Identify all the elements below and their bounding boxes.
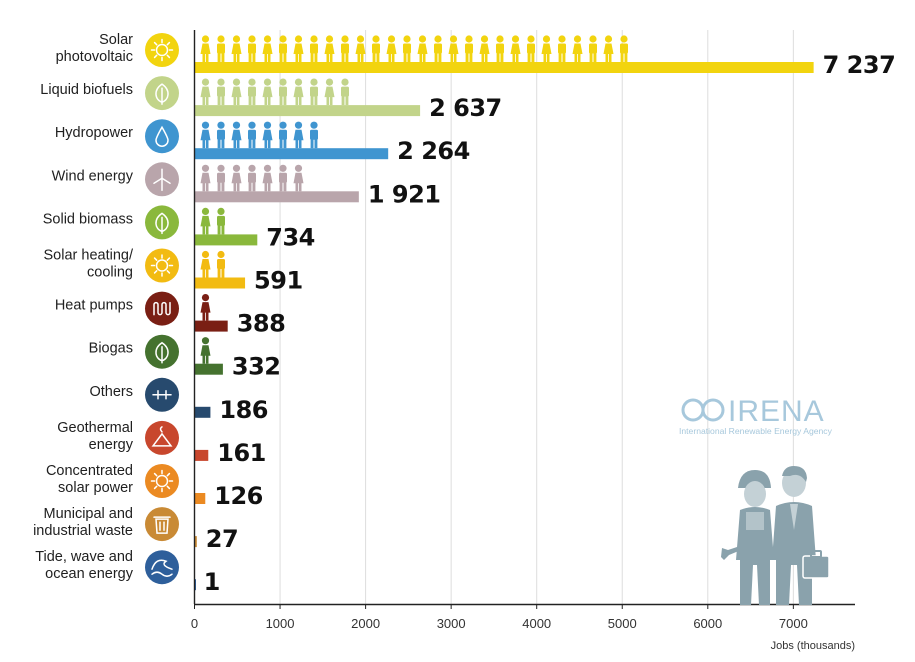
category-label: Municipal and bbox=[44, 506, 133, 522]
category-label: Hydropower bbox=[55, 125, 133, 141]
bar bbox=[194, 493, 206, 504]
wave-icon bbox=[145, 550, 179, 585]
bar-pictogram bbox=[200, 164, 315, 192]
value-label: 7 237 bbox=[823, 51, 896, 79]
x-tick-label: 0 bbox=[191, 616, 198, 631]
value-label: 388 bbox=[237, 310, 286, 338]
category-label: cooling bbox=[87, 265, 133, 281]
woman-worker-figure bbox=[721, 470, 774, 605]
bar bbox=[194, 449, 209, 461]
bar-pictogram bbox=[200, 337, 220, 364]
category-label: Liquid biofuels bbox=[40, 82, 133, 98]
value-label: 2 264 bbox=[397, 137, 470, 165]
category-label: Heat pumps bbox=[55, 298, 133, 314]
plus-minus-icon bbox=[145, 377, 179, 412]
wind-turbine-icon bbox=[145, 162, 179, 197]
bar bbox=[194, 320, 228, 332]
value-label: 1 921 bbox=[368, 180, 441, 208]
bar-pictogram bbox=[200, 35, 639, 62]
bars bbox=[194, 35, 814, 591]
axes: Jobs (thousands) 0 1000 2000 3000 4000 5000 60… bbox=[191, 30, 855, 652]
x-tick-label: 3000 bbox=[437, 616, 466, 631]
bar bbox=[194, 62, 814, 73]
x-tick-label: 1000 bbox=[266, 616, 295, 631]
category-label: Solar heating/ bbox=[44, 248, 134, 264]
bar bbox=[194, 191, 359, 203]
category-label: Concentrated bbox=[46, 463, 133, 479]
irena-logo-icon bbox=[681, 398, 725, 422]
category-icons bbox=[145, 33, 179, 585]
irena-logo-subtitle: International Renewable Energy Agency bbox=[679, 426, 833, 436]
sun-icon bbox=[145, 464, 179, 498]
category-label: Tide, wave and bbox=[35, 549, 133, 565]
workers-illustration bbox=[721, 466, 830, 605]
geothermal-icon bbox=[145, 420, 179, 455]
value-label: 591 bbox=[254, 267, 303, 295]
category-label: Wind energy bbox=[52, 168, 134, 184]
category-label: Solid biomass bbox=[43, 211, 133, 227]
man-worker-figure bbox=[772, 466, 830, 605]
grid-lines bbox=[279, 30, 794, 604]
x-tick-label: 6000 bbox=[693, 616, 722, 631]
bar-pictogram bbox=[200, 466, 206, 493]
x-axis-title: Jobs (thousands) bbox=[771, 640, 855, 652]
category-label: Geothermal bbox=[57, 420, 133, 436]
value-label: 126 bbox=[214, 482, 263, 510]
bar-pictogram bbox=[200, 121, 334, 149]
value-label: 161 bbox=[217, 439, 266, 467]
category-label: industrial waste bbox=[33, 523, 133, 539]
category-label: Biogas bbox=[89, 341, 133, 357]
value-label: 186 bbox=[219, 396, 268, 424]
bar-pictogram bbox=[200, 207, 241, 235]
value-label: 27 bbox=[206, 525, 238, 553]
bar bbox=[194, 579, 196, 591]
x-tick-label: 5000 bbox=[608, 616, 637, 631]
x-tick-label: 2000 bbox=[351, 616, 380, 631]
bar-pictogram bbox=[200, 78, 359, 106]
bar-pictogram bbox=[200, 294, 222, 321]
x-tick-label: 7000 bbox=[779, 616, 808, 631]
sun-icon bbox=[145, 33, 179, 67]
sun-icon bbox=[145, 248, 179, 283]
bar-pictogram bbox=[200, 380, 208, 407]
bar-pictogram bbox=[200, 250, 235, 278]
leaf-icon bbox=[145, 76, 179, 111]
category-label: energy bbox=[89, 437, 134, 453]
bar-pictogram bbox=[200, 423, 207, 450]
waste-bin-icon bbox=[145, 507, 179, 542]
x-tick-label: 4000 bbox=[522, 616, 551, 631]
value-label: 2 637 bbox=[429, 94, 502, 122]
bar bbox=[194, 105, 421, 117]
bar bbox=[194, 536, 197, 548]
leaf-icon bbox=[145, 334, 179, 369]
value-label: 1 bbox=[204, 568, 220, 596]
water-drop-icon bbox=[145, 119, 179, 154]
bar bbox=[194, 363, 223, 375]
value-label: 734 bbox=[266, 223, 315, 251]
irena-logo: IRENA International Renewable Energy Age… bbox=[679, 395, 833, 436]
category-label: Others bbox=[89, 384, 133, 400]
category-label: Solar bbox=[99, 32, 133, 48]
bar bbox=[194, 406, 211, 418]
bar bbox=[194, 277, 246, 289]
value-label: 332 bbox=[232, 353, 281, 381]
bar bbox=[194, 148, 389, 160]
leaf-icon bbox=[145, 205, 179, 240]
bar bbox=[194, 234, 258, 246]
irena-logo-text: IRENA bbox=[728, 395, 825, 428]
heat-coil-icon bbox=[145, 291, 179, 326]
category-label: solar power bbox=[58, 480, 133, 496]
category-label: ocean energy bbox=[45, 566, 134, 582]
category-label: photovoltaic bbox=[56, 49, 133, 65]
